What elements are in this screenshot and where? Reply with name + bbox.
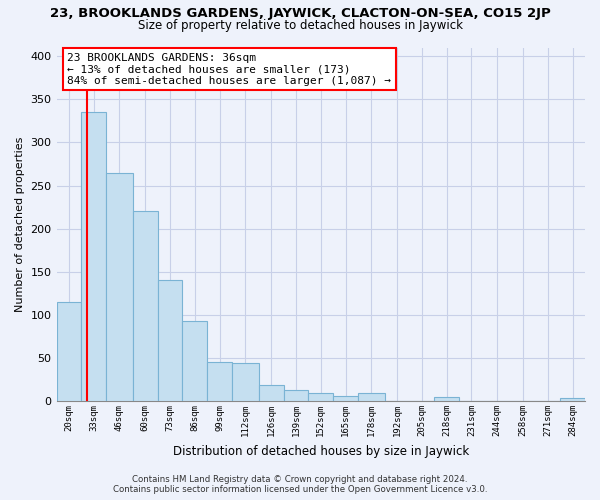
Bar (133, 212, 158, 401)
X-axis label: Distribution of detached houses by size in Jaywick: Distribution of detached houses by size … (173, 444, 469, 458)
Bar (434, 397, 459, 401)
Text: Size of property relative to detached houses in Jaywick: Size of property relative to detached ho… (137, 19, 463, 32)
Bar (308, 392, 333, 401)
Bar (333, 396, 358, 401)
Bar (259, 385, 284, 401)
Bar (158, 280, 182, 401)
Bar (358, 394, 385, 401)
Bar (232, 363, 259, 401)
Bar (182, 321, 207, 401)
Bar (560, 398, 585, 401)
Y-axis label: Number of detached properties: Number of detached properties (15, 136, 25, 312)
Bar (82, 112, 106, 401)
Bar (56, 302, 82, 401)
Text: 23 BROOKLANDS GARDENS: 36sqm
← 13% of detached houses are smaller (173)
84% of s: 23 BROOKLANDS GARDENS: 36sqm ← 13% of de… (67, 53, 391, 86)
Bar (106, 172, 133, 401)
Text: Contains HM Land Registry data © Crown copyright and database right 2024.
Contai: Contains HM Land Registry data © Crown c… (113, 474, 487, 494)
Text: 23, BROOKLANDS GARDENS, JAYWICK, CLACTON-ON-SEA, CO15 2JP: 23, BROOKLANDS GARDENS, JAYWICK, CLACTON… (50, 8, 550, 20)
Bar (284, 390, 308, 401)
Bar (207, 362, 232, 401)
